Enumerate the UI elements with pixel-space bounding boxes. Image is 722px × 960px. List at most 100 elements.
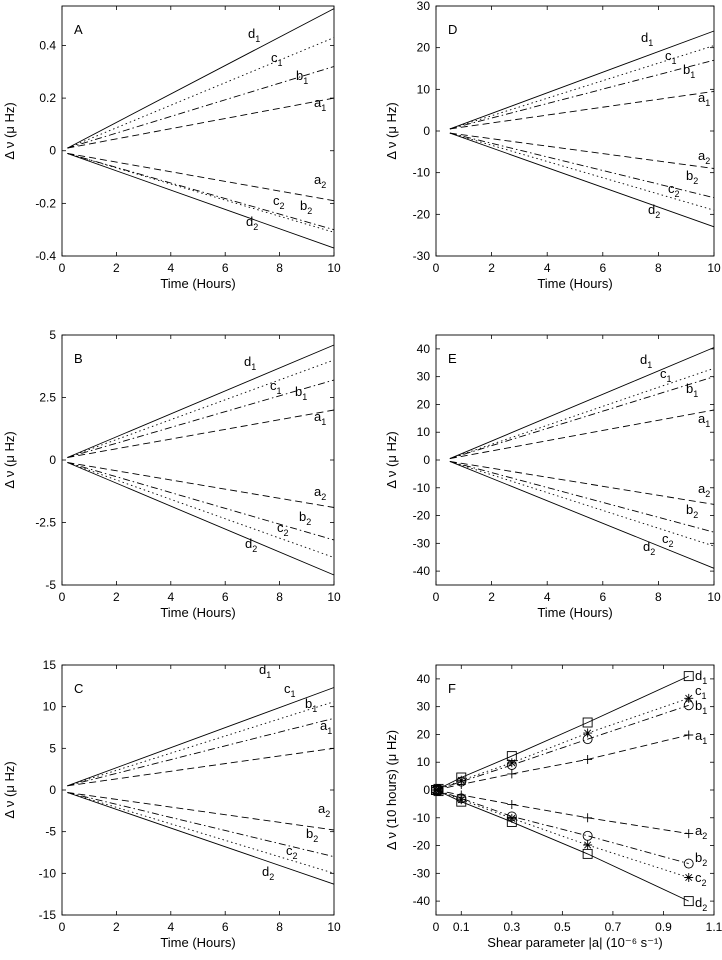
series-line-d2 bbox=[435, 789, 689, 902]
x-tick-label: 8 bbox=[276, 261, 283, 275]
y-axis-label: Δ ν (μ Hz) bbox=[2, 431, 17, 488]
y-tick-label: -2.5 bbox=[35, 516, 56, 530]
y-tick-label: 10 bbox=[43, 700, 57, 714]
curve-label-c1: c1 bbox=[695, 683, 707, 701]
series-line-a1 bbox=[67, 747, 335, 787]
plot-frame bbox=[435, 664, 715, 916]
plot-frame bbox=[61, 664, 335, 916]
curve-label-b1: b1 bbox=[683, 62, 695, 80]
y-tick-label: 40 bbox=[417, 672, 431, 686]
y-tick-label: 0.2 bbox=[39, 91, 56, 105]
x-axis-label: Time (Hours) bbox=[160, 276, 235, 291]
y-tick-label: 0 bbox=[423, 783, 430, 797]
series-line-d2 bbox=[449, 460, 715, 569]
x-tick-label: 2 bbox=[113, 590, 120, 604]
marker-square-d2-2 bbox=[456, 796, 467, 807]
series-line-b2 bbox=[449, 460, 715, 533]
series-line-d2 bbox=[67, 462, 335, 576]
x-tick-label: 10 bbox=[327, 590, 341, 604]
curve-label-c1: c1 bbox=[271, 50, 283, 68]
x-tick-label: 0.1 bbox=[453, 920, 470, 934]
x-tick-label: 0 bbox=[433, 920, 440, 934]
y-axis-label: Δ ν (μ Hz) bbox=[2, 761, 17, 818]
y-tick-label: 30 bbox=[417, 0, 431, 13]
curve-label-c1: c1 bbox=[665, 48, 677, 66]
series-line-d1 bbox=[67, 8, 335, 149]
y-tick-label: 30 bbox=[417, 370, 431, 384]
y-tick-label: -20 bbox=[413, 207, 431, 221]
y-tick-label: -5 bbox=[45, 578, 56, 592]
series-line-c2 bbox=[449, 132, 715, 211]
y-tick-label: 5 bbox=[49, 328, 56, 342]
y-tick-label: 0 bbox=[423, 453, 430, 467]
x-tick-label: 4 bbox=[544, 590, 551, 604]
curve-label-a1: a1 bbox=[320, 718, 332, 736]
x-tick-label: 4 bbox=[167, 590, 174, 604]
marker-star-c2-2 bbox=[456, 795, 466, 805]
series-line-a2 bbox=[449, 460, 715, 505]
x-tick-label: 8 bbox=[655, 261, 662, 275]
curve-label-b1: b1 bbox=[295, 384, 307, 402]
x-tick-label: 10 bbox=[327, 261, 341, 275]
plot-frame bbox=[61, 5, 335, 257]
y-tick-label: 10 bbox=[417, 755, 431, 769]
y-tick-label: 20 bbox=[417, 727, 431, 741]
series-line-a2 bbox=[449, 132, 715, 169]
panel-B: 0 2 4 6 8 10 -5 -2.5 0 2.5 5 Time (Hours) Δ ν (μ Hz)… bbox=[2, 328, 341, 620]
curve-label-b2: b2 bbox=[306, 826, 318, 844]
series-line-d2 bbox=[67, 152, 335, 249]
series-line-d1 bbox=[449, 347, 715, 460]
x-tick-label: 0.9 bbox=[655, 920, 672, 934]
y-tick-label: -30 bbox=[413, 866, 431, 880]
panel-F: 0 0.1 0.3 0.5 0.7 0.9 1.1 -40 -30 -20 -10 0 10 20 30 40… bbox=[384, 664, 722, 950]
y-tick-label: 20 bbox=[417, 41, 431, 55]
series-line-a2 bbox=[67, 462, 335, 508]
x-tick-label: 6 bbox=[599, 590, 606, 604]
x-tick-label: 4 bbox=[167, 261, 174, 275]
marker-square-d2-3 bbox=[506, 816, 517, 827]
marker-square-d2-4 bbox=[582, 848, 593, 859]
curve-label-d1: d1 bbox=[259, 662, 271, 680]
x-tick-label: 0 bbox=[433, 261, 440, 275]
x-axis-label: Time (Hours) bbox=[160, 935, 235, 950]
curve-label-d2: d2 bbox=[246, 214, 258, 232]
plot-frame bbox=[435, 334, 715, 586]
curve-label-c2: c2 bbox=[668, 181, 680, 199]
marker-star-c1-4 bbox=[583, 728, 593, 738]
series-line-a1 bbox=[449, 409, 715, 460]
marker-circle-b1-4 bbox=[582, 734, 593, 745]
curve-label-c2: c2 bbox=[695, 870, 707, 888]
series-line-b1 bbox=[449, 376, 715, 460]
x-tick-label: 10 bbox=[707, 590, 721, 604]
series-line-b1 bbox=[67, 66, 335, 149]
x-axis-label: Time (Hours) bbox=[537, 276, 612, 291]
plot-frame bbox=[435, 5, 715, 257]
series-line-b1 bbox=[67, 379, 335, 458]
y-axis-label: Δ ν (μ Hz) bbox=[2, 102, 17, 159]
curve-label-c1: c1 bbox=[660, 366, 672, 384]
y-tick-label: 0 bbox=[49, 783, 56, 797]
x-tick-label: 8 bbox=[276, 590, 283, 604]
series-line-b2 bbox=[67, 462, 335, 541]
y-tick-label: -40 bbox=[413, 894, 431, 908]
marker-star-c2-5 bbox=[684, 873, 694, 882]
x-tick-label: 6 bbox=[222, 590, 229, 604]
curve-label-b2: b2 bbox=[299, 509, 311, 527]
x-tick-label: 0 bbox=[59, 590, 66, 604]
x-tick-label: 4 bbox=[544, 261, 551, 275]
marker-square-d2-5 bbox=[683, 896, 694, 907]
curve-label-c2: c2 bbox=[286, 843, 298, 861]
series-line-a2 bbox=[67, 152, 335, 202]
x-axis-label: Time (Hours) bbox=[160, 605, 235, 620]
marker-plus-a2-4 bbox=[583, 813, 593, 823]
marker-star-c1-3 bbox=[507, 758, 517, 768]
marker-star-c1-5 bbox=[684, 693, 694, 703]
panel-E: 0 2 4 6 8 10 -40 -30 -20 -10 0 10 20 30 40 Time (Hours)… bbox=[384, 334, 721, 620]
curve-label-d1: d1 bbox=[248, 26, 260, 44]
y-tick-label: -0.4 bbox=[35, 249, 56, 263]
series-line-d1 bbox=[449, 30, 715, 130]
panel-letter: D bbox=[448, 22, 457, 37]
marker-plus-a2-3 bbox=[507, 799, 517, 809]
curve-label-d2: d2 bbox=[695, 895, 707, 913]
y-tick-label: -10 bbox=[413, 811, 431, 825]
